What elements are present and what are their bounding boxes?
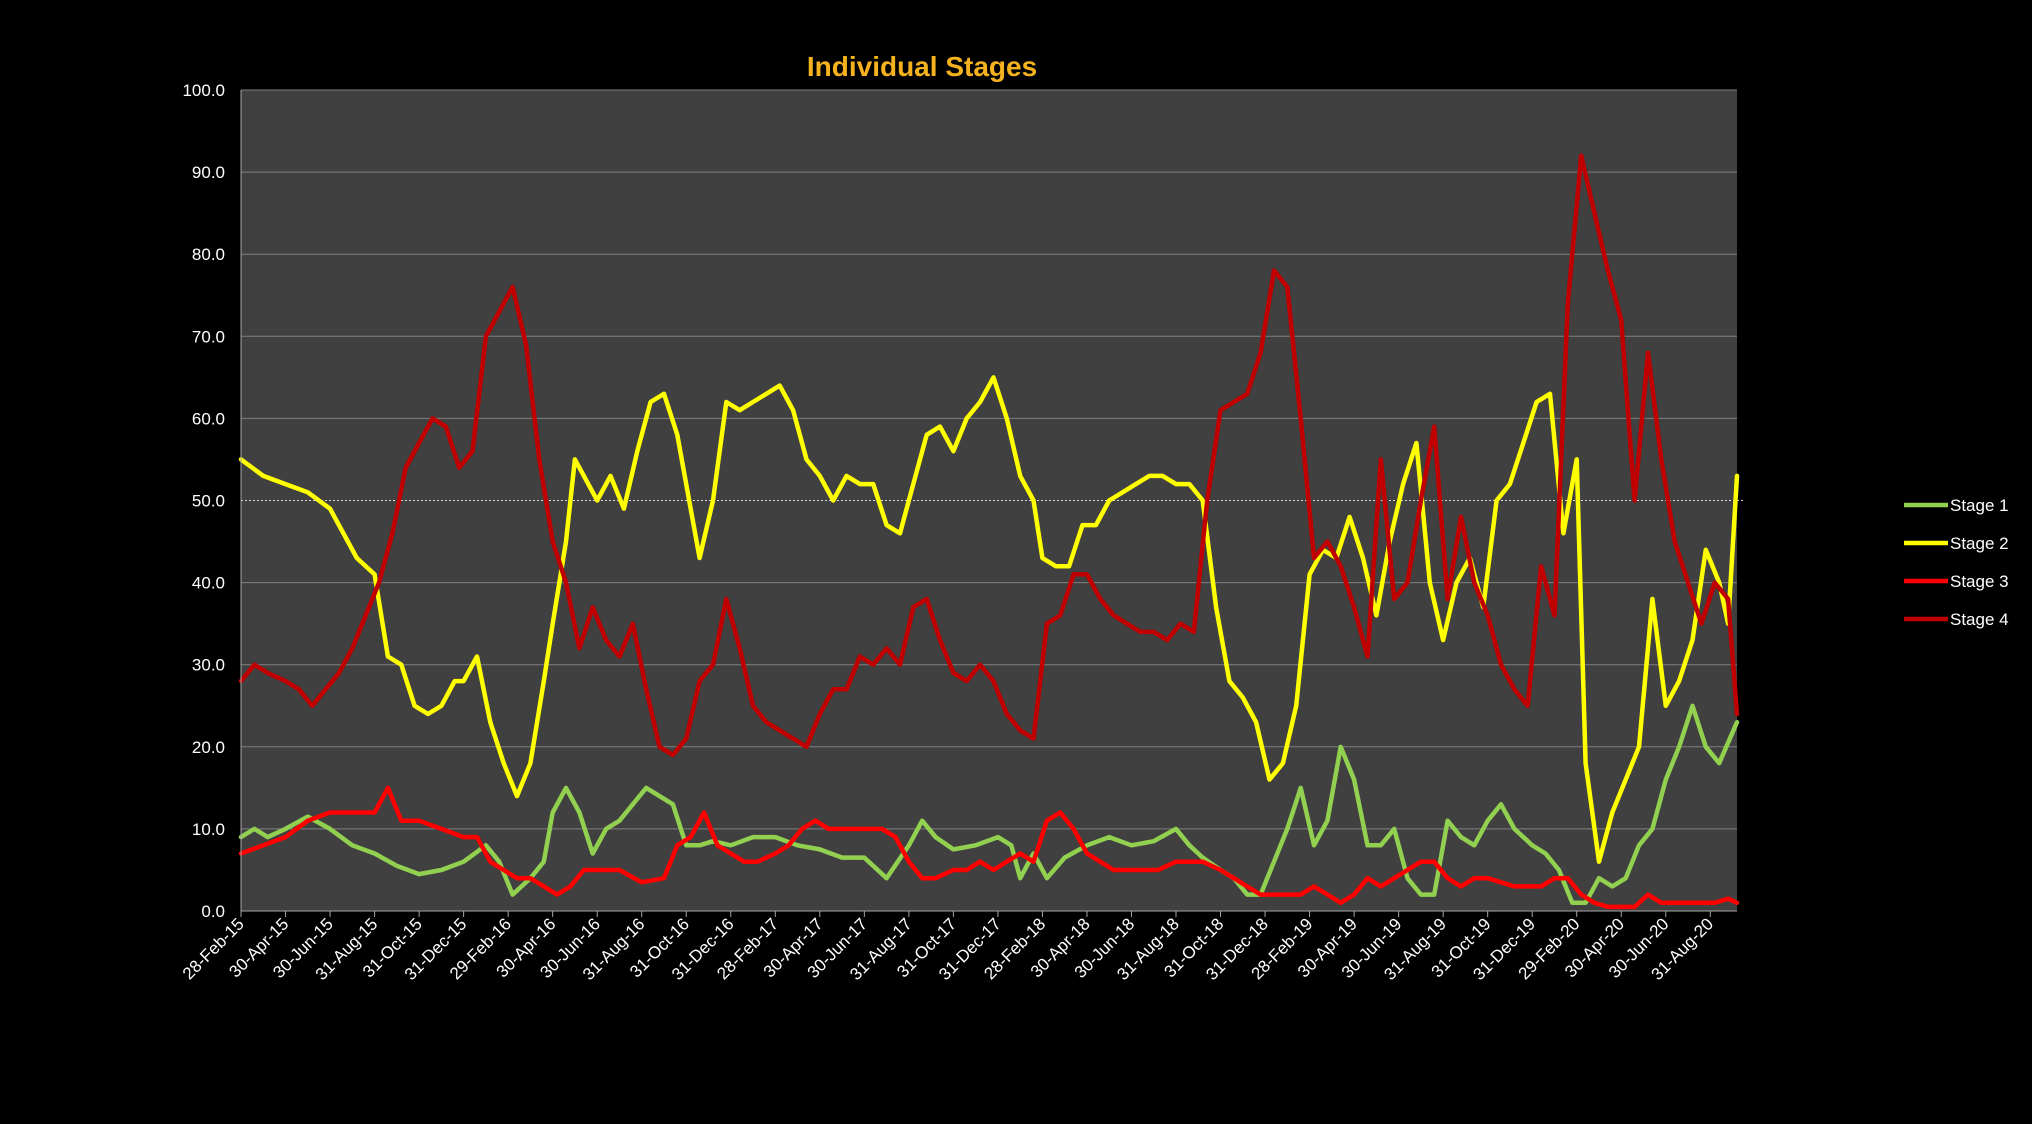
series-line-stage-1 bbox=[238, 703, 1740, 906]
legend-item-stage-1: Stage 1 bbox=[1904, 496, 2009, 515]
series-lines bbox=[238, 153, 1740, 910]
legend: Stage 1 Stage 2 Stage 3 Stage 4 bbox=[1904, 496, 2009, 629]
legend-label: Stage 3 bbox=[1950, 572, 2009, 591]
legend-item-stage-3: Stage 3 bbox=[1904, 572, 2009, 591]
y-tick-labels: 0.0 10.0 20.0 30.0 40.0 50.0 60.0 70.0 80.0 90.0 1… bbox=[182, 81, 225, 921]
y-tick-label: 40.0 bbox=[192, 574, 225, 593]
y-tick-label: 60.0 bbox=[192, 409, 225, 428]
y-tick-label: 80.0 bbox=[192, 245, 225, 264]
y-tick-label: 90.0 bbox=[192, 163, 225, 182]
legend-item-stage-2: Stage 2 bbox=[1904, 534, 2009, 553]
y-tick-label: 0.0 bbox=[201, 902, 225, 921]
chart-title: Individual Stages bbox=[807, 51, 1037, 82]
legend-label: Stage 1 bbox=[1950, 496, 2009, 515]
series-line-stage-4 bbox=[238, 153, 1740, 758]
gridlines bbox=[241, 89, 1737, 912]
legend-label: Stage 2 bbox=[1950, 534, 2009, 553]
y-tick-label: 50.0 bbox=[192, 492, 225, 511]
y-tick-label: 30.0 bbox=[192, 656, 225, 675]
legend-label: Stage 4 bbox=[1950, 610, 2009, 629]
y-tick-label: 10.0 bbox=[192, 820, 225, 839]
series-line-stage-2 bbox=[238, 375, 1740, 864]
legend-item-stage-4: Stage 4 bbox=[1904, 610, 2009, 629]
series-line-stage-3 bbox=[238, 785, 1740, 910]
y-tick-label: 70.0 bbox=[192, 327, 225, 346]
y-tick-label: 20.0 bbox=[192, 738, 225, 757]
y-tick-label: 100.0 bbox=[182, 81, 225, 100]
